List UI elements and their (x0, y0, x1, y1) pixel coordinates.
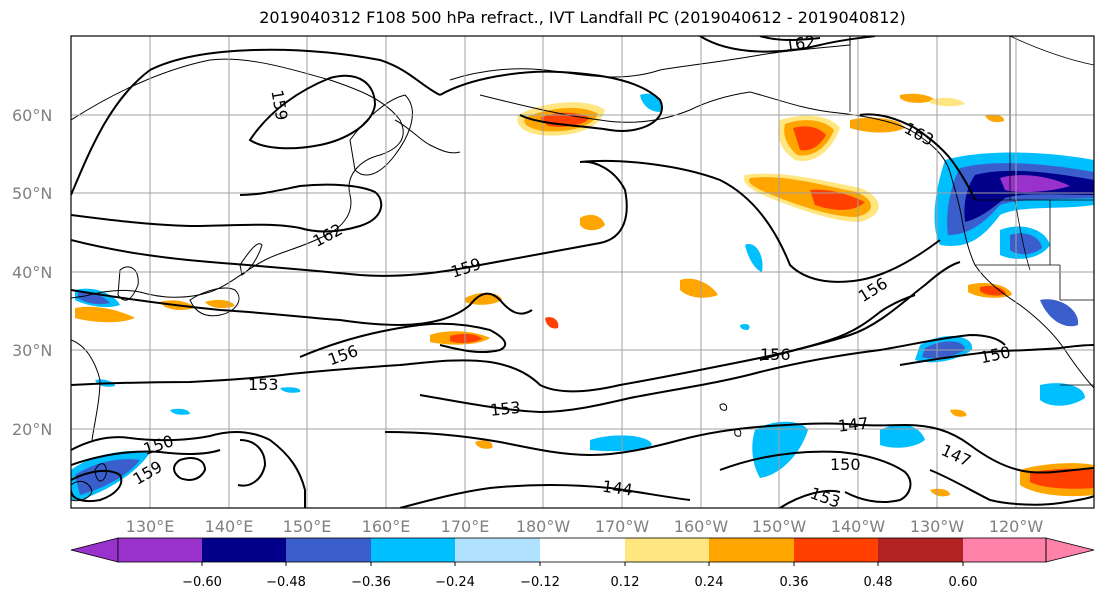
colorbar-segment (625, 538, 709, 562)
colorbar-segment (371, 538, 455, 562)
colorbar-tick-label: −0.12 (520, 575, 560, 590)
colorbar-tick-label: 0.60 (949, 575, 978, 590)
lon-label: 140°E (205, 517, 254, 536)
contour-label: 144 (601, 477, 634, 500)
colorbar-segment (118, 538, 202, 562)
lat-label: 20°N (12, 420, 52, 439)
colorbar-segment (202, 538, 286, 562)
lon-label: 120°W (989, 517, 1044, 536)
colorbar-extend-max (1045, 537, 1095, 563)
lon-label: 140°W (831, 517, 886, 536)
latitude-axis: 60°N 50°N 40°N 30°N 20°N (12, 106, 52, 439)
lat-label: 40°N (12, 263, 52, 282)
lon-label: 150°W (752, 517, 807, 536)
lat-label: 50°N (12, 184, 52, 203)
lon-label: 130°E (126, 517, 175, 536)
graticule (71, 36, 1094, 508)
map-frame (70, 35, 1095, 509)
lon-label: 170°E (441, 517, 490, 536)
colorbar-outline (117, 537, 1047, 563)
colorbar-extend-min (70, 537, 119, 563)
contour-label: 147 (837, 414, 869, 436)
colorbar-tick-label: 0.36 (780, 575, 809, 590)
colorbar-segment (455, 538, 540, 562)
colorbar-tick-label: −0.60 (182, 575, 222, 590)
colorbar-tick-label: 0.24 (695, 575, 724, 590)
map-title: 2019040312 F108 500 hPa refract., IVT La… (259, 8, 906, 27)
colorbar-tick-labels: −0.60 −0.48 −0.36 −0.24 −0.12 0.12 0.24 … (182, 575, 977, 590)
lon-label: 170°W (595, 517, 650, 536)
lon-label: 160°E (362, 517, 411, 536)
contour-label: 153 (248, 375, 279, 394)
contour-label: 150 (830, 455, 861, 474)
colorbar-tick-label: 0.12 (611, 575, 640, 590)
lon-label: 130°W (910, 517, 965, 536)
colorbar-tick-label: 0.48 (864, 575, 893, 590)
colorbar-segment (540, 538, 625, 562)
colorbar-tick-label: −0.36 (351, 575, 391, 590)
lat-label: 30°N (12, 341, 52, 360)
colorbar-segment (794, 538, 878, 562)
contour-label: 153 (489, 398, 521, 420)
lat-label: 60°N (12, 106, 52, 125)
contour-label: 162 (784, 32, 817, 55)
contour-label: 156 (760, 345, 791, 364)
colorbar-segment (286, 538, 371, 562)
colorbar-segment (963, 538, 1046, 562)
height-contours (71, 36, 1094, 508)
refractivity-shading (71, 93, 1094, 500)
colorbar-segments (70, 537, 1095, 563)
colorbar-segment (878, 538, 963, 562)
lon-label: 150°E (283, 517, 332, 536)
longitude-axis: 130°E 140°E 150°E 160°E 170°E 180°W 170°… (126, 517, 1044, 536)
colorbar-ticks (201, 562, 964, 566)
colorbar: −0.60 −0.48 −0.36 −0.24 −0.12 0.12 0.24 … (70, 537, 1095, 590)
lon-label: 180°W (516, 517, 571, 536)
colorbar-tick-label: −0.48 (266, 575, 306, 590)
borders (849, 36, 1094, 386)
lon-label: 160°W (674, 517, 729, 536)
colorbar-segment (709, 538, 794, 562)
colorbar-tick-label: −0.24 (435, 575, 475, 590)
